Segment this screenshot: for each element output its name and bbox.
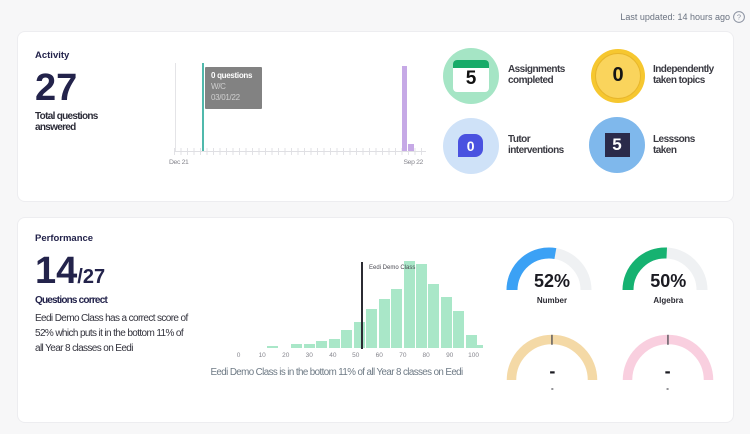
svg-text:?: ? (737, 13, 741, 22)
